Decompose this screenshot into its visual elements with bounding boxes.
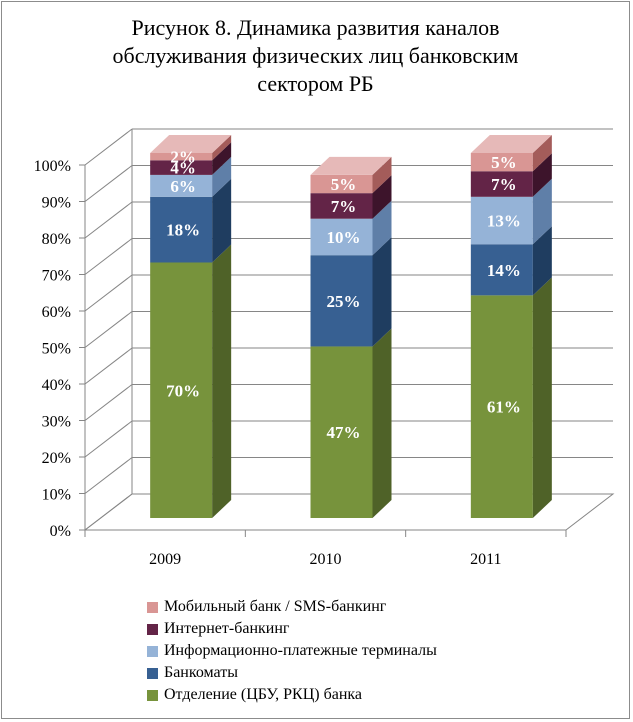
bar-segment-side bbox=[372, 237, 392, 347]
y-tick-label: 10% bbox=[42, 487, 71, 504]
gridline-side bbox=[84, 238, 133, 275]
legend-swatch bbox=[147, 645, 158, 657]
bar-segment bbox=[310, 174, 373, 194]
legend-label: Банкоматы bbox=[164, 664, 238, 681]
y-tick-label: 80% bbox=[42, 231, 71, 248]
data-label: 47% bbox=[327, 423, 361, 442]
data-label: 13% bbox=[487, 212, 521, 231]
data-label: 18% bbox=[166, 221, 200, 240]
legend-swatch bbox=[147, 689, 158, 701]
bar-segment bbox=[310, 193, 373, 219]
chart-legend: Мобильный банк / SMS-банкинг Интернет-бан… bbox=[147, 596, 437, 706]
bar-segment-side bbox=[212, 156, 232, 197]
bar-segment-side bbox=[372, 200, 392, 256]
bar-segment-side bbox=[372, 328, 392, 518]
bar-segment-side bbox=[372, 175, 392, 219]
gridline-side bbox=[84, 128, 133, 166]
chart-title-line-1: Рисунок 8. Динамика развития каналов bbox=[131, 15, 500, 40]
legend-swatch bbox=[147, 623, 158, 635]
bar-segment bbox=[470, 196, 533, 245]
chart-title-line-3: сектором РБ bbox=[257, 71, 374, 96]
bar-segment-side bbox=[532, 277, 552, 518]
legend-swatch bbox=[147, 601, 158, 613]
bar-top bbox=[310, 156, 392, 175]
x-category-label: 2011 bbox=[470, 551, 501, 568]
legend-label: Информационно-платежные терминалы bbox=[164, 642, 437, 659]
bar-segment-side bbox=[532, 178, 552, 245]
bar-segment bbox=[470, 295, 533, 518]
legend-item: Информационно-платежные терминалы bbox=[147, 640, 437, 662]
bar-top bbox=[150, 135, 232, 153]
legend-label: Интернет-банкинг bbox=[164, 620, 290, 637]
data-label: 14% bbox=[487, 261, 521, 280]
data-label: 4% bbox=[170, 159, 196, 178]
gridline-side bbox=[84, 274, 133, 312]
y-tick-label: 70% bbox=[42, 268, 71, 285]
bar-segment bbox=[150, 174, 213, 197]
bar-segment-side bbox=[532, 226, 552, 296]
legend-item: Банкоматы bbox=[147, 662, 437, 684]
legend-label: Отделение (ЦБУ, РКЦ) банка bbox=[164, 686, 363, 703]
bar-segment bbox=[470, 153, 533, 172]
bar-segment bbox=[310, 218, 373, 256]
bar-segment bbox=[150, 160, 213, 175]
y-tick-label: 90% bbox=[42, 195, 71, 212]
data-label: 10% bbox=[327, 228, 361, 247]
chart-title: Рисунок 8. Динамика развития каналов обс… bbox=[0, 14, 631, 98]
gridline-side bbox=[84, 457, 133, 494]
y-tick-label: 30% bbox=[42, 414, 71, 431]
bar-segment-side bbox=[532, 153, 552, 197]
bar-segment bbox=[310, 346, 373, 518]
bar-segment bbox=[470, 171, 533, 197]
data-label: 70% bbox=[166, 381, 200, 400]
bar-segment-side bbox=[212, 135, 232, 161]
gridline-side bbox=[84, 384, 133, 421]
y-tick-label: 60% bbox=[42, 304, 71, 321]
gridline-side bbox=[84, 347, 133, 385]
bar-segment-side bbox=[212, 244, 232, 518]
legend-swatch bbox=[147, 667, 158, 679]
bar-segment-side bbox=[212, 142, 232, 175]
data-label: 25% bbox=[327, 292, 361, 311]
legend-item: Мобильный банк / SMS-банкинг bbox=[147, 596, 437, 618]
y-tick-label: 0% bbox=[50, 523, 71, 540]
data-label: 2% bbox=[170, 148, 196, 167]
bar-segment-side bbox=[372, 156, 392, 194]
y-tick-label: 100% bbox=[34, 158, 71, 175]
data-label: 7% bbox=[331, 197, 357, 216]
legend-label: Мобильный банк / SMS-банкинг bbox=[164, 598, 387, 615]
data-label: 6% bbox=[170, 177, 196, 196]
data-label: 5% bbox=[331, 175, 357, 194]
y-tick-label: 20% bbox=[42, 450, 71, 467]
bar-top bbox=[470, 135, 552, 153]
gridline-side bbox=[84, 420, 133, 458]
chart-title-line-2: обслуживания физических лиц банковским bbox=[112, 43, 519, 68]
bar-segment bbox=[310, 255, 373, 347]
bar-segment-side bbox=[532, 135, 552, 172]
gridline-side bbox=[84, 201, 133, 239]
gridline-side bbox=[84, 165, 133, 202]
bar-segment bbox=[470, 244, 533, 296]
y-tick-label: 50% bbox=[42, 341, 71, 358]
gridline-side bbox=[84, 311, 133, 348]
legend-item: Отделение (ЦБУ, РКЦ) банка bbox=[147, 684, 437, 706]
bar-segment-side bbox=[212, 178, 232, 263]
bar-segment bbox=[150, 262, 213, 518]
bar-segment bbox=[150, 153, 213, 161]
y-tick-label: 40% bbox=[42, 377, 71, 394]
data-label: 61% bbox=[487, 398, 521, 417]
data-label: 5% bbox=[491, 153, 517, 172]
data-label: 7% bbox=[491, 175, 517, 194]
bar-segment bbox=[150, 196, 213, 263]
x-category-label: 2009 bbox=[149, 551, 181, 568]
legend-item: Интернет-банкинг bbox=[147, 618, 437, 640]
x-category-label: 2010 bbox=[310, 551, 342, 568]
